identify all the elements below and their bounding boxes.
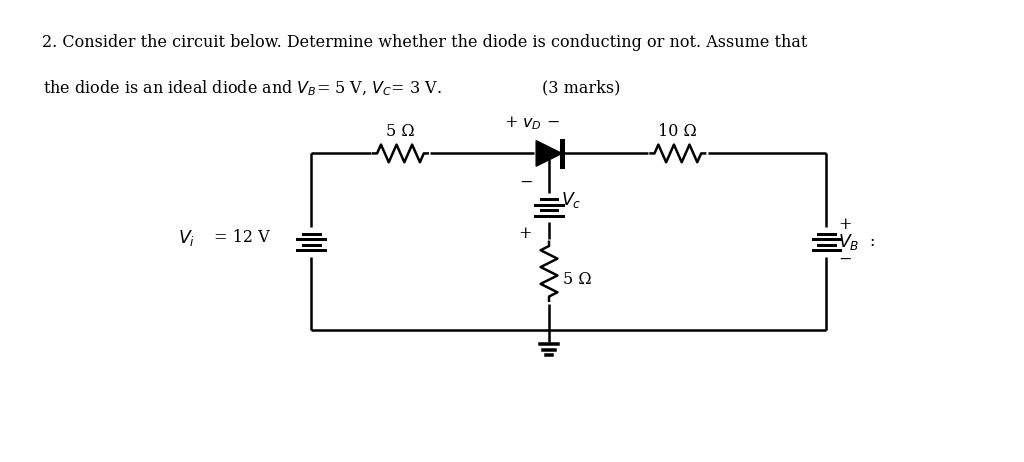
Text: :: : bbox=[869, 233, 874, 250]
Text: +: + bbox=[519, 225, 532, 242]
Text: $V_c$: $V_c$ bbox=[561, 189, 582, 210]
Text: 5 Ω: 5 Ω bbox=[386, 123, 415, 140]
Text: 10 Ω: 10 Ω bbox=[658, 123, 697, 140]
Text: $V_i$: $V_i$ bbox=[177, 228, 195, 248]
Text: −: − bbox=[519, 174, 532, 191]
Text: (3 marks): (3 marks) bbox=[501, 79, 621, 96]
Text: −: − bbox=[839, 251, 852, 268]
Text: 2. Consider the circuit below. Determine whether the diode is conducting or not.: 2. Consider the circuit below. Determine… bbox=[42, 34, 807, 51]
Text: $V_B$: $V_B$ bbox=[839, 232, 860, 252]
Text: = 12 V: = 12 V bbox=[214, 229, 269, 246]
Text: +: + bbox=[839, 216, 852, 233]
Text: the diode is an ideal diode and $V_B$= 5 V, $V_C$= 3 V.: the diode is an ideal diode and $V_B$= 5… bbox=[43, 79, 441, 98]
Text: + $\mathit{v}_D$ −: + $\mathit{v}_D$ − bbox=[505, 114, 560, 132]
Polygon shape bbox=[537, 140, 562, 166]
Text: 5 Ω: 5 Ω bbox=[563, 271, 592, 288]
